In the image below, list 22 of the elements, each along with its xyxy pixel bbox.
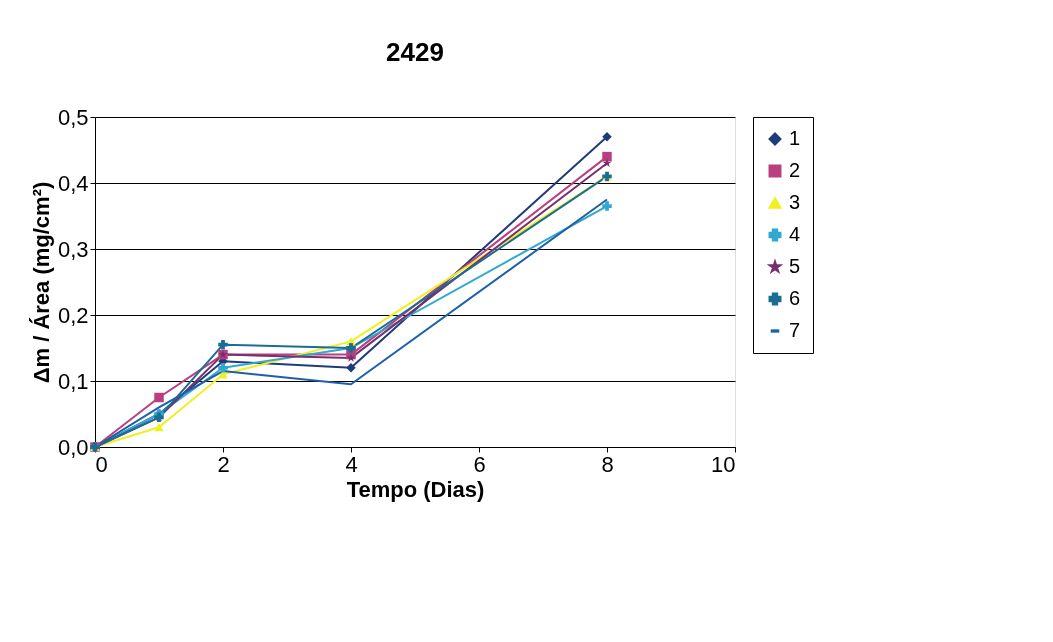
legend-label: 6 (789, 287, 801, 309)
chart-title: 2429 (386, 37, 444, 67)
legend-label: 5 (789, 255, 801, 277)
x-axis-title: Tempo (Dias) (346, 476, 485, 502)
y-tick-label: 0,2 (57, 302, 89, 328)
x-tick-label: 0 (95, 451, 108, 477)
legend-label: 2 (789, 159, 801, 181)
y-tick-label: 0,3 (57, 236, 89, 262)
y-tick-label: 0,1 (57, 368, 89, 394)
x-tick-label: 8 (601, 451, 614, 477)
legend-label: 7 (789, 319, 801, 341)
x-tick-label: 2 (217, 451, 230, 477)
x-tick-label: 4 (345, 451, 358, 477)
y-tick-label: 0,4 (57, 170, 89, 196)
legend-label: 1 (789, 127, 801, 149)
x-tick-label: 10 (711, 451, 736, 477)
y-tick-label: 0,0 (57, 434, 89, 460)
x-tick-label: 6 (473, 451, 486, 477)
legend-label: 4 (789, 223, 801, 245)
y-axis-title: Δm / Área (mg/cm²) (28, 181, 54, 384)
y-tick-label: 0,5 (57, 104, 89, 130)
legend-label: 3 (789, 191, 801, 213)
